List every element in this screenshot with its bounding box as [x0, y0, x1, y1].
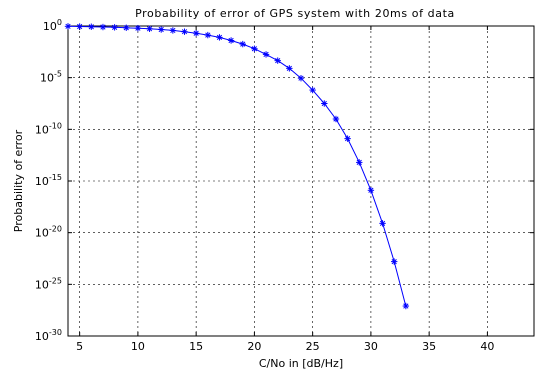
x-tick-label: 25 — [306, 340, 320, 353]
plot-frame — [67, 25, 535, 337]
y-tick-exponent: -15 — [49, 173, 62, 182]
data-point-marker — [134, 24, 142, 32]
data-point-marker — [239, 40, 246, 48]
data-point-marker — [123, 24, 130, 31]
y-tick-exponent: -5 — [54, 70, 62, 79]
data-point-marker — [192, 30, 200, 37]
data-point-marker — [216, 34, 223, 41]
y-tick-label: 10-30 — [35, 328, 62, 343]
y-tick-exponent: -30 — [49, 328, 62, 337]
data-point-marker — [379, 220, 386, 227]
y-tick-label: 10-25 — [35, 276, 62, 291]
x-tick-label: 35 — [422, 340, 436, 353]
data-point-marker — [111, 24, 118, 31]
data-point-marker — [344, 135, 351, 142]
x-tick-label: 10 — [131, 340, 145, 353]
data-point-marker — [88, 23, 95, 30]
data-point-marker — [262, 51, 270, 58]
y-tick-label: 10-20 — [35, 225, 62, 240]
chart-title: Probability of error of GPS system with … — [135, 7, 455, 20]
data-point-marker — [158, 26, 165, 33]
data-point-marker — [274, 57, 281, 64]
y-tick-base: 10 — [35, 123, 49, 136]
y-tick-exponent: 0 — [57, 18, 62, 27]
data-point-marker — [321, 100, 328, 107]
y-tick-label: 100 — [43, 18, 62, 33]
data-point-marker — [332, 115, 340, 123]
x-tick-label: 40 — [480, 340, 494, 353]
y-tick-base: 10 — [35, 175, 49, 188]
x-tick-label: 15 — [189, 340, 203, 353]
data-point-marker — [64, 23, 72, 30]
x-axis-label: C/No in [dB/Hz] — [259, 357, 343, 370]
x-tick-label: 30 — [364, 340, 378, 353]
data-point-marker — [309, 86, 316, 94]
data-point-marker — [286, 65, 293, 72]
data-point-marker — [204, 31, 211, 39]
data-point-marker — [76, 23, 83, 30]
data-point-marker — [227, 37, 235, 44]
data-point-marker — [99, 23, 107, 31]
data-point-marker — [402, 302, 410, 310]
data-series — [64, 23, 410, 310]
data-point-marker — [367, 187, 375, 194]
grid — [68, 26, 534, 336]
y-tick-base: 10 — [35, 278, 49, 291]
y-tick-base: 10 — [40, 72, 54, 85]
data-point-marker — [146, 25, 153, 32]
y-tick-exponent: -10 — [49, 121, 62, 130]
y-tick-label: 10-10 — [35, 121, 62, 136]
y-tick-exponent: -25 — [49, 276, 62, 285]
y-tick-label: 10-5 — [40, 70, 62, 85]
data-point-marker — [356, 159, 363, 166]
y-axis-label: Probability of error — [12, 129, 25, 232]
x-tick-label: 5 — [76, 340, 83, 353]
data-point-marker — [251, 45, 258, 52]
data-point-marker — [181, 28, 188, 35]
y-tick-exponent: -20 — [49, 225, 62, 234]
y-tick-base: 10 — [35, 227, 49, 240]
data-point-marker — [169, 27, 177, 34]
x-tick-label: 20 — [247, 340, 261, 353]
data-point-marker — [297, 74, 305, 82]
data-point-marker — [391, 258, 398, 265]
y-tick-base: 10 — [35, 330, 49, 343]
y-tick-base: 10 — [43, 20, 57, 33]
y-tick-label: 10-15 — [35, 173, 62, 188]
